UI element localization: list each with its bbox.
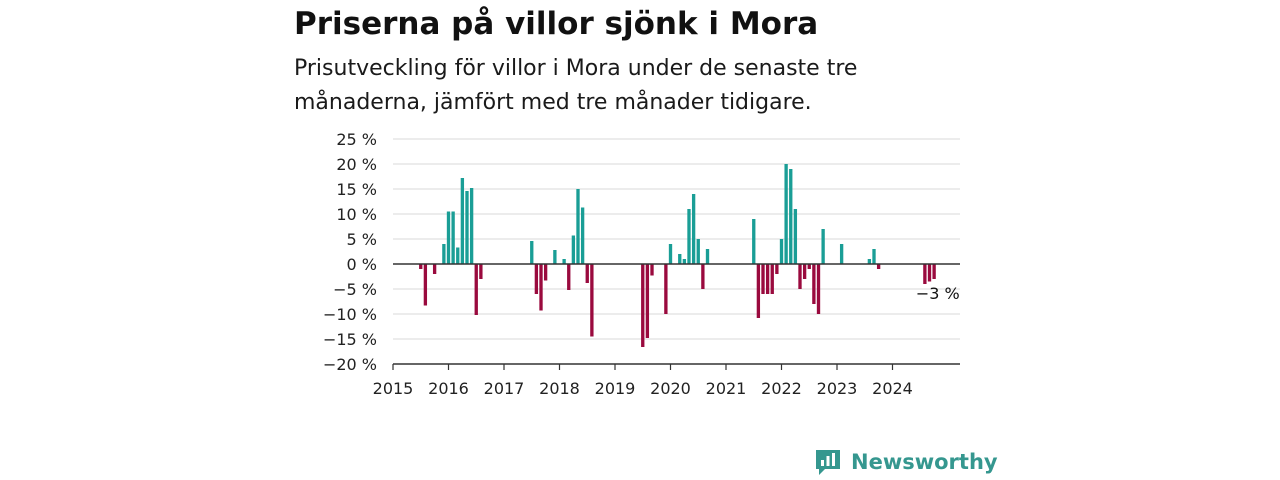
x-tick-label: 2019: [595, 379, 636, 398]
bar: [474, 264, 478, 315]
bar: [927, 264, 932, 282]
bar-chart: 25 % 20 % 15 % 10 % 5 % 0 % −5 % −10 % −15 % −20 …: [323, 130, 960, 398]
bar: [576, 189, 580, 264]
x-tick-label: 2022: [761, 379, 802, 398]
bar: [446, 211, 451, 264]
bar: [701, 264, 705, 289]
y-axis-ticks: 25 % 20 % 15 % 10 % 5 % 0 % −5 % −10 % −15 % −20 …: [323, 130, 377, 374]
bar: [479, 264, 483, 279]
bar: [678, 254, 682, 264]
bar: [687, 209, 691, 264]
y-tick-label: −15 %: [323, 330, 377, 349]
bar: [932, 264, 936, 279]
bar: [876, 264, 881, 269]
y-tick-label: 5 %: [347, 230, 377, 249]
y-tick-label: −20 %: [323, 355, 377, 374]
bar: [645, 264, 650, 338]
annotation-latest: −3 %: [916, 284, 960, 303]
bar: [705, 249, 710, 264]
bar: [696, 239, 700, 264]
bar: [465, 191, 469, 264]
bar: [419, 264, 423, 269]
bar: [821, 229, 825, 264]
bar: [469, 188, 474, 264]
bar: [872, 249, 876, 264]
brand-name: Newsworthy: [851, 450, 998, 474]
annotations: −3 %: [916, 284, 960, 303]
bar: [770, 264, 774, 294]
bar: [761, 264, 765, 294]
y-tick-label: 20 %: [336, 155, 377, 174]
bar: [534, 264, 539, 294]
x-tick-label: 2017: [484, 379, 525, 398]
bar: [765, 264, 770, 294]
y-tick-label: −5 %: [333, 280, 377, 299]
bars: [419, 164, 936, 347]
x-tick-label: 2016: [428, 379, 469, 398]
bar: [775, 264, 779, 274]
x-axis: 2015 2016 2017 2018 2019 2020 2021 2022 2023 2024: [373, 363, 960, 398]
bar: [807, 264, 811, 269]
bar: [798, 264, 802, 289]
y-tick-label: 25 %: [336, 130, 377, 149]
bar: [682, 259, 687, 264]
x-tick-label: 2020: [650, 379, 691, 398]
bar: [543, 264, 548, 281]
y-tick-label: −10 %: [323, 305, 377, 324]
bar: [664, 264, 668, 314]
bar: [816, 264, 821, 314]
chart-subtitle: Prisutveckling för villor i Mora under d…: [294, 56, 858, 115]
bar: [567, 264, 571, 290]
x-tick-label: 2018: [539, 379, 580, 398]
bar: [451, 211, 455, 264]
bar: [668, 244, 673, 264]
bar: [432, 264, 437, 274]
bar: [562, 259, 566, 264]
x-tick-label: 2024: [872, 379, 913, 398]
x-tick-label: 2015: [373, 379, 414, 398]
newsworthy-logo-icon: [816, 450, 840, 475]
bar: [442, 244, 446, 264]
x-tick-label: 2023: [817, 379, 858, 398]
bar: [553, 250, 557, 264]
bar: [752, 219, 756, 264]
gridlines: [393, 138, 960, 340]
bar: [756, 264, 761, 318]
x-tick-label: 2021: [706, 379, 747, 398]
bar: [793, 209, 798, 264]
bar: [802, 264, 807, 279]
bar: [585, 264, 589, 283]
bar: [812, 264, 816, 304]
bar: [590, 264, 594, 337]
bar: [530, 241, 534, 264]
bar: [460, 178, 465, 264]
newsworthy-logo[interactable]: Newsworthy: [813, 446, 998, 478]
bar: [839, 244, 844, 264]
bar: [539, 264, 543, 311]
bar: [867, 259, 872, 264]
chart-title: Priserna på villor sjönk i Mora: [294, 6, 819, 42]
bar: [923, 264, 927, 284]
bar: [691, 194, 696, 264]
bar: [650, 264, 654, 276]
y-tick-label: 10 %: [336, 205, 377, 224]
bar: [779, 239, 784, 264]
bar: [580, 207, 585, 264]
bar: [423, 264, 428, 306]
y-tick-label: 15 %: [336, 180, 377, 199]
bar: [456, 247, 460, 264]
y-tick-label: 0 %: [347, 255, 377, 274]
bar: [641, 264, 645, 347]
bar: [571, 235, 576, 264]
bar: [784, 164, 788, 264]
bar: [789, 169, 793, 264]
